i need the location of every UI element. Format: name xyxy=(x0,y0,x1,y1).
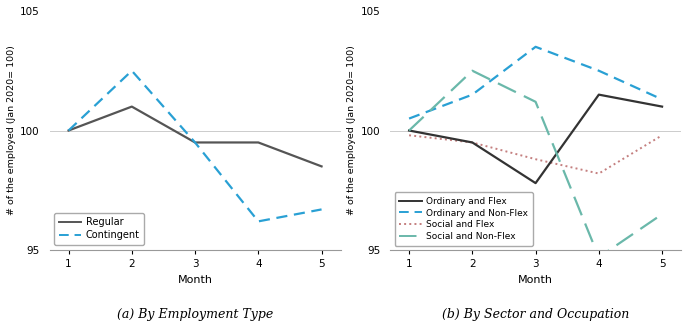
Legend: Ordinary and Flex, Ordinary and Non-Flex, Social and Flex, Social and Non-Flex: Ordinary and Flex, Ordinary and Non-Flex… xyxy=(395,192,533,246)
Y-axis label: # of the employed (Jan 2020= 100): # of the employed (Jan 2020= 100) xyxy=(347,46,356,215)
Legend: Regular, Contingent: Regular, Contingent xyxy=(54,213,144,245)
Text: (a) By Employment Type: (a) By Employment Type xyxy=(117,308,273,321)
Text: (b) By Sector and Occupation: (b) By Sector and Occupation xyxy=(442,308,630,321)
X-axis label: Month: Month xyxy=(178,275,213,285)
Y-axis label: # of the employed (Jan 2020= 100): # of the employed (Jan 2020= 100) xyxy=(7,46,16,215)
X-axis label: Month: Month xyxy=(518,275,553,285)
